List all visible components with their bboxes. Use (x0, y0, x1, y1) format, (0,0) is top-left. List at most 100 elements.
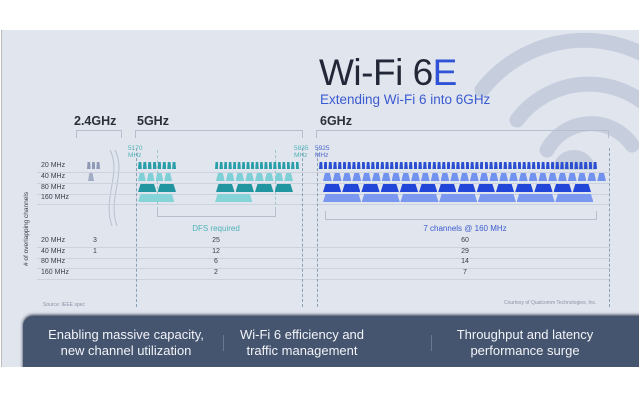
row-line (37, 279, 610, 280)
channel-block (517, 194, 555, 202)
channel-block (573, 184, 591, 192)
channel-block (323, 162, 328, 169)
channel-block (541, 162, 545, 169)
channel-block (451, 162, 456, 169)
channel-block (226, 173, 235, 181)
freq-label: 5835 MHz (294, 145, 309, 159)
channel-block (323, 194, 361, 202)
channel-width-label: 20 MHz (41, 162, 66, 169)
channel-block (138, 194, 174, 202)
channel-block (456, 162, 460, 169)
channel-block (219, 162, 223, 169)
channel-block (587, 173, 596, 181)
channel-block (458, 184, 476, 192)
channel-block (404, 162, 408, 169)
channel-block (323, 184, 341, 192)
divider (136, 148, 137, 307)
subtitle: Extending Wi-Fi 6 into 6GHz (320, 92, 491, 107)
channel-block (228, 162, 232, 169)
channel-block (157, 162, 162, 169)
channel-block (441, 162, 446, 169)
channel-count: 12 (212, 248, 220, 255)
channel-width-label: 80 MHz (41, 184, 66, 191)
channel-block (413, 162, 418, 169)
channel-block (328, 162, 333, 169)
separator (223, 335, 224, 351)
channel-width-label: 40 MHz (41, 248, 66, 255)
channel-block (519, 173, 528, 181)
channel-block (489, 162, 493, 169)
source-note: Source: IEEE spec (43, 302, 85, 308)
band-bracket (316, 130, 609, 138)
channel-block (291, 162, 295, 169)
channel-block (223, 162, 228, 169)
channel-block (534, 184, 552, 192)
row-line (37, 247, 610, 248)
channel-block (489, 173, 498, 181)
channel-width-label: 80 MHz (41, 258, 66, 265)
6ghz-bracket (325, 211, 597, 220)
channel-block (236, 173, 245, 181)
channel-block (215, 162, 219, 169)
channel-block (164, 173, 172, 181)
channel-width-label: 160 MHz (41, 194, 70, 201)
channel-block (439, 194, 477, 202)
channel-block (372, 173, 381, 181)
channel-block (259, 162, 264, 169)
highlight: Enabling massive capacity, new channel u… (48, 327, 204, 358)
channel-block (352, 162, 356, 169)
channel-block (536, 162, 541, 169)
highlight: Throughput and latency performance surge (456, 327, 594, 358)
channel-block (527, 162, 531, 169)
channel-block (400, 184, 418, 192)
channel-block (550, 162, 555, 169)
channel-block (427, 162, 432, 169)
channel-block (408, 162, 413, 169)
channel-block (246, 162, 250, 169)
channel-block (380, 162, 385, 169)
channel-block (282, 162, 286, 169)
channel-block (392, 173, 401, 181)
highlights-bar (23, 316, 639, 367)
channel-block (273, 162, 277, 169)
channel-block (555, 162, 560, 169)
channel-block (460, 162, 465, 169)
band-6ghz-label: 6GHz (320, 114, 352, 128)
channel-block (531, 162, 536, 169)
channel-block (96, 162, 100, 169)
channel-block (558, 173, 567, 181)
channel-block (275, 184, 294, 192)
channel-block (286, 162, 291, 169)
channel-block (138, 162, 142, 169)
channel-block (593, 162, 597, 169)
row-line (37, 194, 610, 195)
channel-block (142, 162, 147, 169)
channel-count: 7 (463, 269, 467, 276)
highlight: Wi-Fi 6 efficiency and traffic managemen… (239, 327, 365, 358)
channel-block (147, 162, 152, 169)
channel-block (232, 162, 237, 169)
channel-block (538, 173, 547, 181)
channel-block (560, 162, 564, 169)
page-title: Wi-Fi 6E (319, 52, 457, 93)
channel-block (438, 184, 456, 192)
channel-block (515, 184, 533, 192)
channel-block (432, 162, 437, 169)
channel-block (517, 162, 522, 169)
channel-block (381, 184, 399, 192)
divider (317, 148, 318, 307)
band-5ghz-label: 5GHz (137, 114, 169, 128)
channel-block (418, 162, 423, 169)
channel-block (554, 184, 572, 192)
channel-block (255, 184, 274, 192)
separator (431, 335, 432, 351)
channel-block (385, 162, 389, 169)
channel-block (401, 173, 410, 181)
channel-block (319, 162, 323, 169)
channel-block (352, 173, 361, 181)
channel-block (216, 184, 235, 192)
channel-block (87, 162, 91, 169)
channel-block (342, 184, 360, 192)
channel-block (88, 173, 94, 181)
channel-block (446, 162, 451, 169)
